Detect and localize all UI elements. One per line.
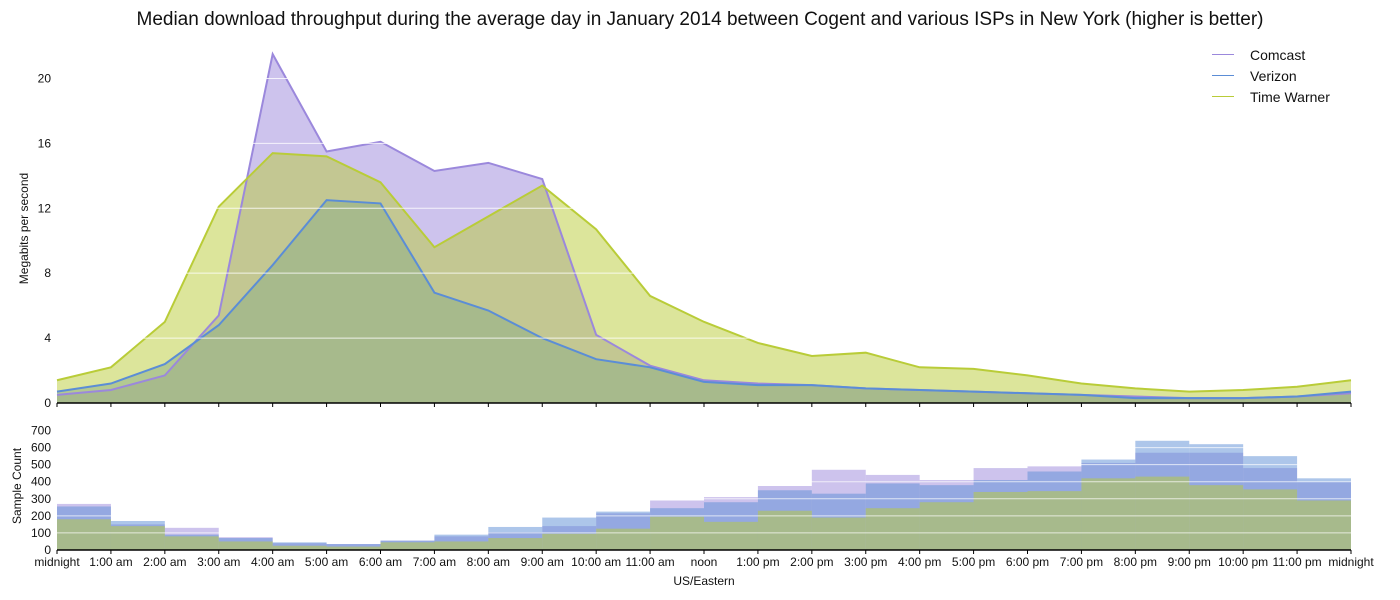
x-tick-label: 9:00 am xyxy=(521,555,564,569)
x-tick-label: midnight xyxy=(1328,555,1374,569)
line-time-warner xyxy=(56,152,1352,393)
x-tick-label: 7:00 pm xyxy=(1060,555,1103,569)
bar-time-warner xyxy=(811,517,866,550)
legend-item-time-warner: Time Warner xyxy=(1212,86,1392,107)
x-tick-label: 5:00 pm xyxy=(952,555,995,569)
y-axis-label: Megabits per second xyxy=(17,173,31,284)
legend-item-comcast: Comcast xyxy=(1212,44,1392,65)
legend-swatch xyxy=(1212,75,1234,76)
x-tick-label: 11:00 pm xyxy=(1273,555,1322,569)
legend: Comcast Verizon Time Warner xyxy=(1212,44,1392,107)
bar-time-warner xyxy=(973,491,1028,550)
bar-time-warner xyxy=(757,510,812,550)
x-tick-label: 5:00 am xyxy=(305,555,348,569)
x-tick-label: noon xyxy=(691,555,718,569)
y-tick-label: 20 xyxy=(38,71,52,85)
x-tick-label: 4:00 pm xyxy=(898,555,941,569)
y-tick-label: 100 xyxy=(31,526,51,540)
x-tick-label: midnight xyxy=(34,555,80,569)
y-tick-label: 16 xyxy=(38,136,52,150)
bar-time-warner xyxy=(1189,485,1244,550)
x-tick-label: 8:00 am xyxy=(467,555,510,569)
y-tick-label: 0 xyxy=(44,543,51,557)
bar-time-warner xyxy=(1081,478,1136,550)
legend-label: Verizon xyxy=(1250,67,1297,84)
x-tick-label: 2:00 am xyxy=(143,555,186,569)
bar-time-warner xyxy=(1027,491,1082,550)
line-verizon xyxy=(56,199,1352,400)
y-tick-label: 500 xyxy=(31,458,51,472)
x-tick-label: 7:00 am xyxy=(413,555,456,569)
bar-time-warner xyxy=(596,528,651,550)
legend-label: Comcast xyxy=(1250,46,1306,63)
bar-time-warner xyxy=(57,519,111,550)
bar-time-warner xyxy=(1243,489,1298,550)
x-tick-label: 3:00 pm xyxy=(844,555,887,569)
x-tick-label: 2:00 pm xyxy=(790,555,833,569)
bar-time-warner xyxy=(110,526,165,550)
x-tick-label: 11:00 am xyxy=(626,555,675,569)
legend-swatch xyxy=(1212,96,1234,97)
y-tick-label: 300 xyxy=(31,492,51,506)
x-tick-label: 6:00 pm xyxy=(1006,555,1049,569)
bar-time-warner xyxy=(218,541,273,550)
bar-time-warner xyxy=(1297,500,1351,550)
x-tick-label: 10:00 pm xyxy=(1218,555,1268,569)
bar-time-warner xyxy=(326,546,381,550)
bar-time-warner xyxy=(542,533,597,550)
bar-time-warner xyxy=(865,508,920,550)
y-tick-label: 8 xyxy=(44,266,51,280)
x-tick-label: 1:00 am xyxy=(89,555,132,569)
x-tick-label: 1:00 pm xyxy=(736,555,779,569)
bar-time-warner xyxy=(380,542,435,550)
y-tick-label: 200 xyxy=(31,509,51,523)
x-tick-label: 8:00 pm xyxy=(1114,555,1157,569)
bar-time-warner xyxy=(164,536,219,550)
legend-item-verizon: Verizon xyxy=(1212,65,1392,86)
area-time-warner xyxy=(57,153,1351,403)
y-tick-label: 0 xyxy=(44,396,51,410)
x-tick-label: 9:00 pm xyxy=(1168,555,1211,569)
chart-title: Median download throughput during the av… xyxy=(136,9,1264,30)
y-tick-label: 700 xyxy=(31,424,51,438)
y-tick-label: 400 xyxy=(31,475,51,489)
bar-time-warner xyxy=(488,538,543,550)
y-tick-label: 12 xyxy=(38,201,52,215)
x-tick-label: 3:00 am xyxy=(197,555,240,569)
x-tick-label: 6:00 am xyxy=(359,555,402,569)
legend-swatch xyxy=(1212,54,1234,55)
legend-label: Time Warner xyxy=(1250,88,1330,105)
y-tick-label: 600 xyxy=(31,441,51,455)
bar-time-warner xyxy=(1135,476,1190,550)
y-axis-label: Sample Count xyxy=(10,447,24,524)
bar-time-warner xyxy=(272,545,327,550)
x-tick-label: 10:00 am xyxy=(571,555,621,569)
x-axis-label: US/Eastern xyxy=(673,574,734,588)
bar-time-warner xyxy=(434,541,489,550)
line-comcast xyxy=(56,51,1352,400)
x-tick-label: 4:00 am xyxy=(251,555,294,569)
bar-time-warner xyxy=(919,502,974,550)
bar-time-warner xyxy=(704,521,758,550)
y-tick-label: 4 xyxy=(44,331,51,345)
